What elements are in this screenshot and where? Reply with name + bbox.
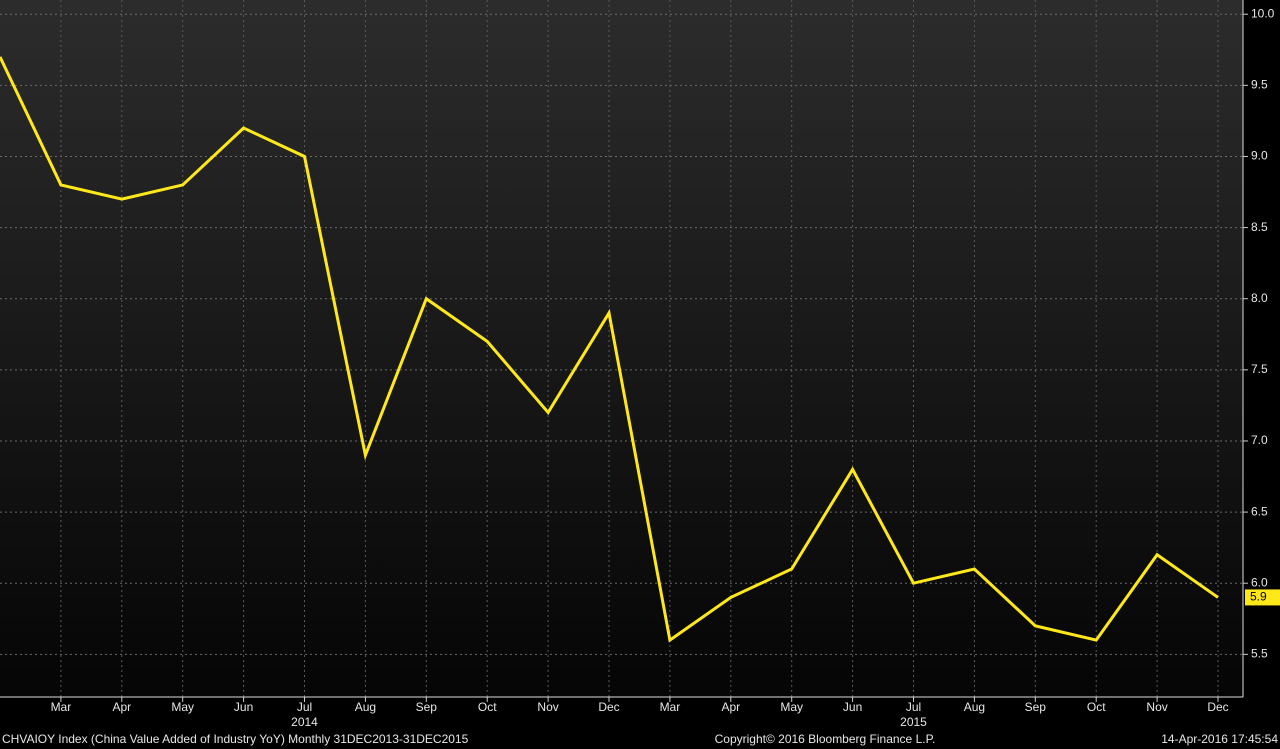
x-tick-label: Mar xyxy=(51,700,72,714)
x-tick-label: Nov xyxy=(537,700,558,714)
y-tick-label: 6.5 xyxy=(1251,504,1268,518)
x-tick-label: May xyxy=(780,700,803,714)
footer-center: Copyright© 2016 Bloomberg Finance L.P. xyxy=(715,732,936,746)
y-tick-label: 6.0 xyxy=(1251,575,1268,589)
footer-right: 14-Apr-2016 17:45:54 xyxy=(1161,732,1278,746)
x-tick-label: Sep xyxy=(416,700,438,714)
y-tick-label: 9.0 xyxy=(1251,149,1268,163)
x-tick-label: Dec xyxy=(1207,700,1228,714)
y-tick-label: 5.5 xyxy=(1251,646,1268,660)
x-tick-label: Oct xyxy=(478,700,497,714)
y-tick-label: 8.0 xyxy=(1251,291,1268,305)
x-group-label: 2014 xyxy=(291,715,318,729)
footer-left: CHVAIOY Index (China Value Added of Indu… xyxy=(2,732,469,746)
x-tick-label: Apr xyxy=(112,700,131,714)
x-tick-label: Apr xyxy=(721,700,740,714)
x-tick-label: Mar xyxy=(660,700,681,714)
x-group-label: 2015 xyxy=(900,715,927,729)
x-tick-label: Jul xyxy=(906,700,921,714)
x-tick-label: Aug xyxy=(964,700,985,714)
plot-area xyxy=(0,0,1243,697)
x-tick-label: May xyxy=(171,700,194,714)
y-tick-label: 7.0 xyxy=(1251,433,1268,447)
x-tick-label: Jun xyxy=(234,700,253,714)
x-tick-label: Jun xyxy=(843,700,862,714)
y-tick-label: 10.0 xyxy=(1251,6,1275,20)
last-value-box xyxy=(1245,589,1280,606)
x-tick-label: Nov xyxy=(1146,700,1167,714)
y-tick-label: 9.5 xyxy=(1251,78,1268,92)
x-tick-label: Sep xyxy=(1025,700,1047,714)
last-value-label: 5.9 xyxy=(1250,590,1267,604)
x-tick-label: Aug xyxy=(355,700,376,714)
series-line xyxy=(0,56,1219,643)
x-tick-label: Jul xyxy=(297,700,312,714)
x-tick-label: Dec xyxy=(598,700,619,714)
y-tick-label: 8.5 xyxy=(1251,220,1268,234)
x-tick-label: Oct xyxy=(1087,700,1106,714)
y-tick-label: 7.5 xyxy=(1251,362,1268,376)
